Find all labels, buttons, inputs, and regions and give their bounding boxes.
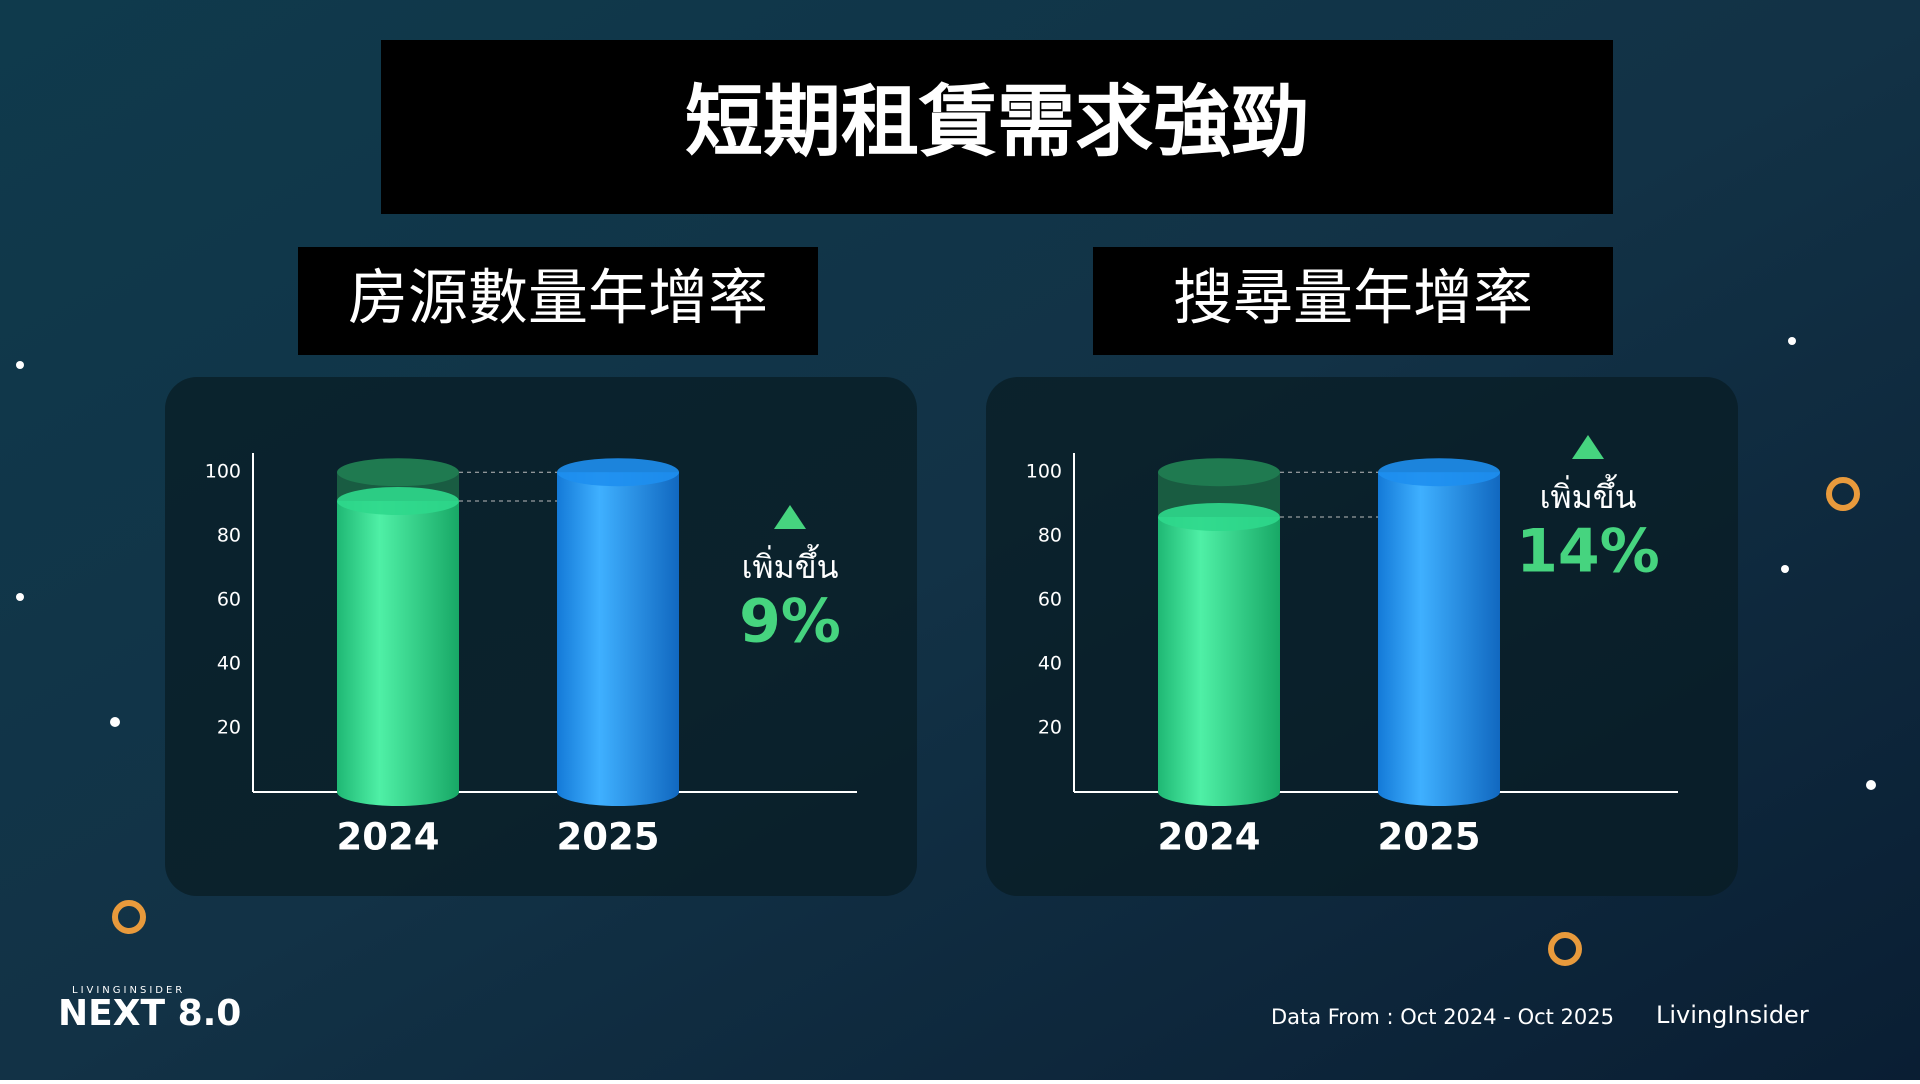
bar-top [557,458,679,487]
x-tick-label: 2025 [557,816,660,859]
y-tick-label: 40 [1038,653,1062,675]
annotation-text: เพิ่มขึ้น [742,544,839,586]
annotation-change: 14% [1516,517,1660,587]
y-tick-label: 20 [1038,717,1062,739]
bar-bottom [1378,778,1500,806]
brand-small: LIVINGINSIDER [72,985,185,996]
decor-rings [112,477,1860,966]
y-tick-label: 20 [217,717,241,739]
subtitle-box [298,247,818,355]
ghost-top [1158,458,1280,487]
bar [557,472,679,792]
x-tick-label: 2024 [337,816,440,859]
subtitle-box [1093,247,1613,355]
decor-dots [16,337,1876,790]
bar [1378,472,1500,792]
x-tick-label: 2024 [1158,816,1261,859]
panel [986,377,1738,896]
up-arrow [1572,435,1604,459]
annotation-text: เพิ่มขึ้น [1540,474,1637,516]
bar-bottom [557,778,679,806]
y-tick-label: 80 [1038,525,1062,547]
source: Data From : Oct 2024 - Oct 2025 [1271,1005,1614,1029]
bar-top [1158,502,1280,531]
title: 短期租賃需求強勁 [685,77,1309,167]
bar-bottom [337,778,459,806]
y-tick-label: 60 [217,589,241,611]
y-tick-label: 40 [217,653,241,675]
y-tick-label: 80 [217,525,241,547]
subtitle: 搜尋量年增率 [1173,264,1533,334]
y-tick-label: 60 [1038,589,1062,611]
up-arrow [774,505,806,529]
subtitle: 房源數量年增率 [348,264,768,334]
x-tick-label: 2025 [1378,816,1481,859]
ghost-top [337,458,459,487]
title-box [381,40,1613,214]
bar [337,500,459,792]
bar-bottom [1158,778,1280,806]
bar-top [337,486,459,515]
bar-top [1378,458,1500,487]
bar [1158,516,1280,792]
y-tick-label: 100 [1026,461,1062,483]
y-tick-label: 100 [205,461,241,483]
logo: LivingInsider [1656,1001,1809,1029]
annotation-change: 9% [739,587,841,657]
brand: NEXT 8.0 [58,993,241,1034]
